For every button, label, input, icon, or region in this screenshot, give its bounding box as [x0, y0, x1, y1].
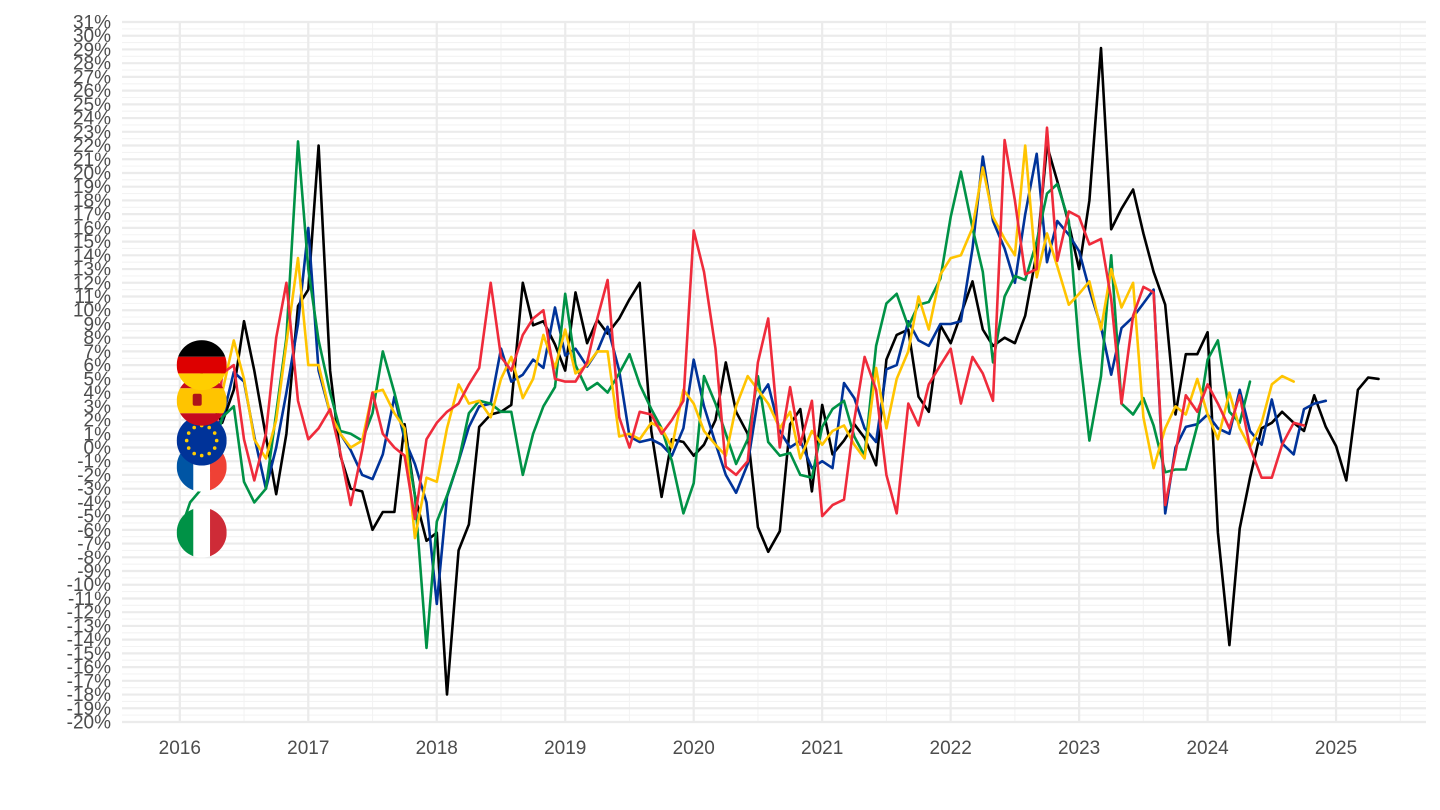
y-tick-label: 5% — [84, 369, 112, 390]
y-tick-label: 22% — [73, 136, 111, 157]
x-tick-label: 2022 — [930, 738, 972, 759]
x-tick-label: 2019 — [544, 738, 586, 759]
y-tick-label: -18% — [67, 685, 111, 706]
x-tick-label: 2020 — [673, 738, 715, 759]
series-line-germany — [200, 46, 1380, 696]
series-line-italy — [178, 140, 1252, 650]
y-tick-label: 14% — [73, 246, 111, 267]
y-tick-label: 4% — [84, 383, 112, 404]
flag-star — [199, 453, 204, 458]
x-axis-labels: 2016 2017 2018 2019 2020 2021 2022 2023 2024 2025 — [159, 738, 1358, 759]
y-tick-label: -11% — [68, 589, 111, 610]
x-tick-label: 2017 — [287, 738, 329, 759]
y-tick-label: -15% — [67, 644, 111, 665]
y-tick-label: 29% — [73, 40, 111, 61]
y-tick-label: -9% — [77, 562, 111, 583]
flag-band — [176, 373, 227, 391]
x-tick-label: 2025 — [1315, 738, 1357, 759]
y-tick-label: 16% — [73, 218, 111, 239]
x-tick-label: 2023 — [1058, 738, 1100, 759]
y-tick-label: 21% — [73, 150, 111, 171]
flag-star — [207, 451, 211, 456]
y-tick-label: 0% — [84, 438, 112, 459]
flag-star — [192, 451, 196, 456]
y-tick-label: -8% — [77, 548, 111, 569]
italy-flag-icon — [176, 507, 227, 558]
y-tick-label: -1% — [77, 452, 111, 473]
y-tick-label: -16% — [67, 658, 111, 679]
flag-shape — [176, 340, 227, 391]
y-tick-label: 27% — [73, 67, 111, 88]
y-tick-label: 26% — [73, 81, 111, 102]
y-tick-label: -3% — [77, 479, 111, 500]
y-tick-label: -17% — [67, 671, 111, 692]
flag-star — [186, 446, 191, 450]
y-tick-label: -2% — [77, 465, 111, 486]
series-layer — [178, 46, 1380, 696]
y-tick-label: 2% — [84, 411, 112, 432]
y-tick-label: -6% — [77, 520, 111, 541]
y-tick-label: 18% — [73, 191, 111, 212]
y-tick-label: 31% — [73, 13, 111, 34]
flag-legend — [176, 340, 227, 558]
y-tick-label: -14% — [67, 630, 111, 651]
flag-star — [184, 438, 189, 443]
flag-star — [192, 425, 196, 430]
y-tick-label: 12% — [73, 273, 111, 294]
flag-band — [176, 340, 227, 357]
y-tick-label: 3% — [84, 397, 112, 418]
y-tick-label: 10% — [73, 301, 111, 322]
flag-shape — [176, 507, 227, 558]
y-tick-label: 24% — [73, 109, 111, 130]
y-tick-label: -5% — [77, 507, 111, 528]
y-tick-label: -13% — [67, 616, 111, 637]
flag-emblem — [192, 393, 202, 406]
x-tick-label: 2021 — [801, 738, 843, 759]
x-tick-label: 2016 — [159, 738, 201, 759]
flag-band — [210, 507, 227, 558]
y-tick-label: 20% — [73, 163, 111, 184]
y-tick-label: 15% — [73, 232, 111, 253]
flag-band — [193, 507, 211, 558]
y-tick-label: -7% — [77, 534, 111, 555]
flag-star — [207, 425, 211, 430]
y-tick-label: -19% — [67, 699, 111, 720]
y-tick-label: 23% — [73, 122, 111, 143]
y-tick-label: 25% — [73, 95, 111, 116]
y-tick-label: 1% — [84, 424, 112, 445]
flag-star — [186, 431, 191, 435]
germany-flag-icon — [176, 340, 227, 391]
flag-star — [212, 446, 217, 450]
y-tick-label: -20% — [67, 713, 111, 734]
y-tick-label: 11% — [74, 287, 111, 308]
y-tick-label: -4% — [77, 493, 111, 514]
y-tick-label: 7% — [84, 342, 112, 363]
x-tick-label: 2024 — [1186, 738, 1229, 759]
y-tick-label: 28% — [73, 54, 111, 75]
flag-star — [214, 438, 219, 443]
y-tick-label: 9% — [84, 314, 112, 335]
y-tick-label: 17% — [73, 205, 111, 226]
series-line-spain — [200, 144, 1295, 540]
y-tick-label: 13% — [73, 260, 111, 281]
x-tick-label: 2018 — [416, 738, 458, 759]
y-tick-label: 19% — [73, 177, 111, 198]
y-tick-label: 30% — [73, 26, 111, 47]
series-line-eu — [200, 152, 1328, 606]
series-line-france — [200, 126, 1306, 521]
y-axis-labels: -20%-19%-18%-17%-16%-15%-14%-13%-12%-11%… — [67, 13, 111, 734]
y-tick-label: 6% — [84, 356, 112, 377]
y-tick-label: 8% — [84, 328, 112, 349]
flag-band — [176, 356, 227, 374]
flag-band — [176, 507, 194, 558]
y-tick-label: -12% — [67, 603, 111, 624]
y-tick-label: -10% — [67, 575, 111, 596]
flag-star — [212, 431, 217, 435]
